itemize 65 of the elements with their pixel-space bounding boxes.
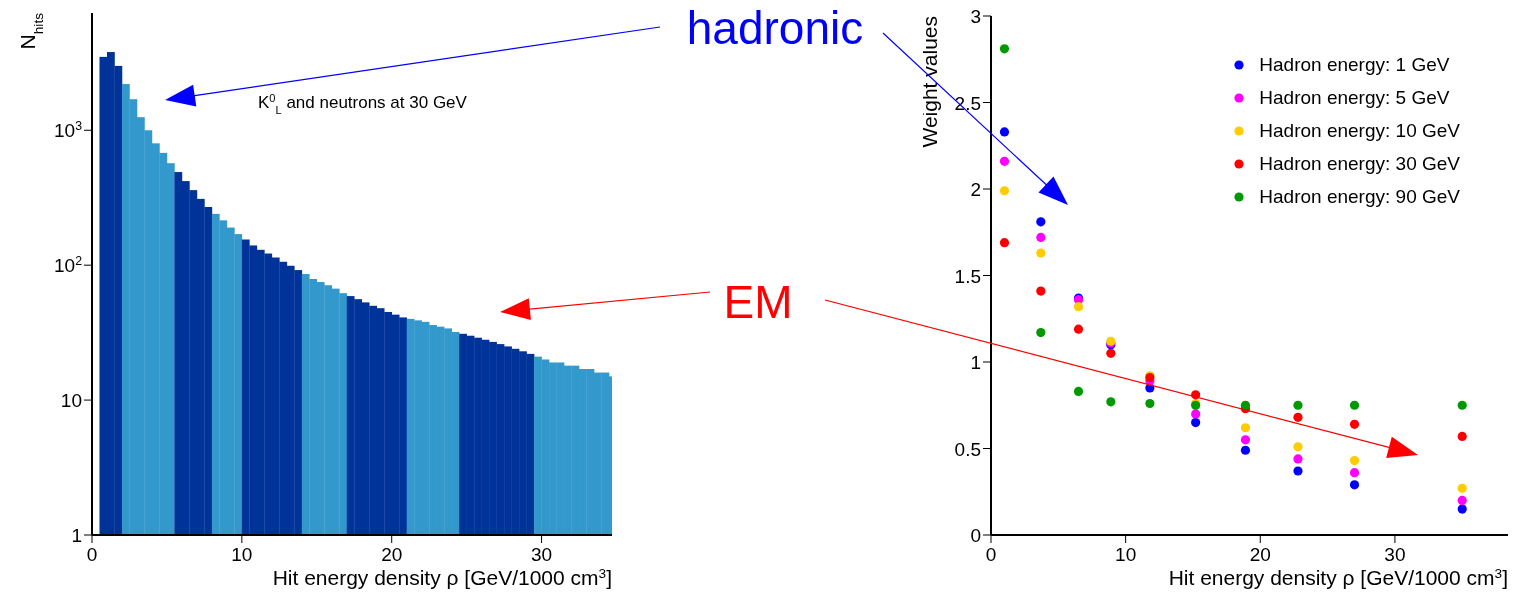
point — [1240, 435, 1251, 445]
point — [1293, 412, 1303, 422]
x-axis-title: Hit energy density ρ [GeV/1000 cm$^{3}$] — [272, 565, 612, 589]
y-tick-label: 10 — [60, 390, 82, 412]
point — [1293, 454, 1303, 464]
point — [999, 156, 1010, 166]
y-tick-label: 3 — [970, 6, 981, 27]
point — [1036, 327, 1046, 338]
y-tick-label: 2 — [970, 179, 981, 200]
x-axis-title: Hit energy density ρ [GeV/1000 cm$^{3}$] — [1168, 565, 1508, 589]
point — [1349, 468, 1360, 478]
point — [1240, 400, 1251, 410]
point — [1191, 409, 1201, 419]
point — [999, 44, 1010, 54]
point — [1457, 483, 1467, 493]
point — [1073, 302, 1084, 312]
point — [1349, 480, 1360, 490]
x-tick-label: 0 — [86, 544, 98, 565]
point — [999, 238, 1010, 248]
point — [1073, 324, 1084, 334]
legend-label: Hadron energy: 90 GeV — [1259, 185, 1460, 209]
point — [1349, 456, 1360, 466]
point — [1293, 400, 1303, 410]
point — [1457, 431, 1467, 441]
x-tick-label: 10 — [231, 544, 253, 565]
y-tick-label: 1 — [71, 525, 82, 546]
y-tick-label: 1.5 — [954, 265, 981, 287]
point — [1349, 419, 1360, 429]
x-tick-label: 30 — [1384, 544, 1406, 565]
point — [1457, 495, 1467, 505]
y-tick-label: 0 — [970, 525, 981, 546]
x-tick-label: 20 — [1249, 544, 1271, 565]
point — [1191, 417, 1201, 428]
point — [1036, 217, 1046, 227]
x-tick-label: 0 — [985, 544, 997, 565]
point — [1293, 442, 1303, 452]
text: EM — [723, 276, 793, 328]
point — [1036, 286, 1046, 296]
x-tick-label: 10 — [1115, 544, 1137, 565]
point — [1145, 398, 1155, 409]
y-tick-label: 1 — [970, 352, 981, 373]
annotation: K$^{0}$$_{L}$ and neutrons at 30 GeV — [258, 92, 468, 116]
point — [999, 186, 1010, 196]
x-tick-label: 20 — [381, 544, 403, 565]
point — [999, 127, 1010, 137]
point — [1349, 400, 1360, 410]
point — [1106, 348, 1116, 358]
x-tick-label: 30 — [531, 544, 553, 565]
point — [1240, 445, 1251, 455]
legend-label: Hadron energy: 10 GeV — [1259, 119, 1460, 143]
text: hadronic — [686, 2, 864, 54]
legend-label: Hadron energy: 1 GeV — [1259, 53, 1450, 77]
y-tick-label: 0.5 — [954, 438, 981, 460]
y-tick-label: 10$^{3}$ — [53, 119, 83, 142]
legend-label: Hadron energy: 5 GeV — [1259, 86, 1450, 110]
y-tick-label: 10$^{2}$ — [53, 254, 83, 277]
point — [1457, 504, 1467, 514]
point — [1036, 232, 1046, 243]
point — [1457, 400, 1467, 410]
point — [1240, 423, 1251, 433]
point — [1036, 248, 1046, 258]
point — [1073, 386, 1084, 397]
point — [1106, 397, 1116, 407]
point — [1293, 466, 1303, 476]
legend-label: Hadron energy: 30 GeV — [1259, 152, 1460, 176]
